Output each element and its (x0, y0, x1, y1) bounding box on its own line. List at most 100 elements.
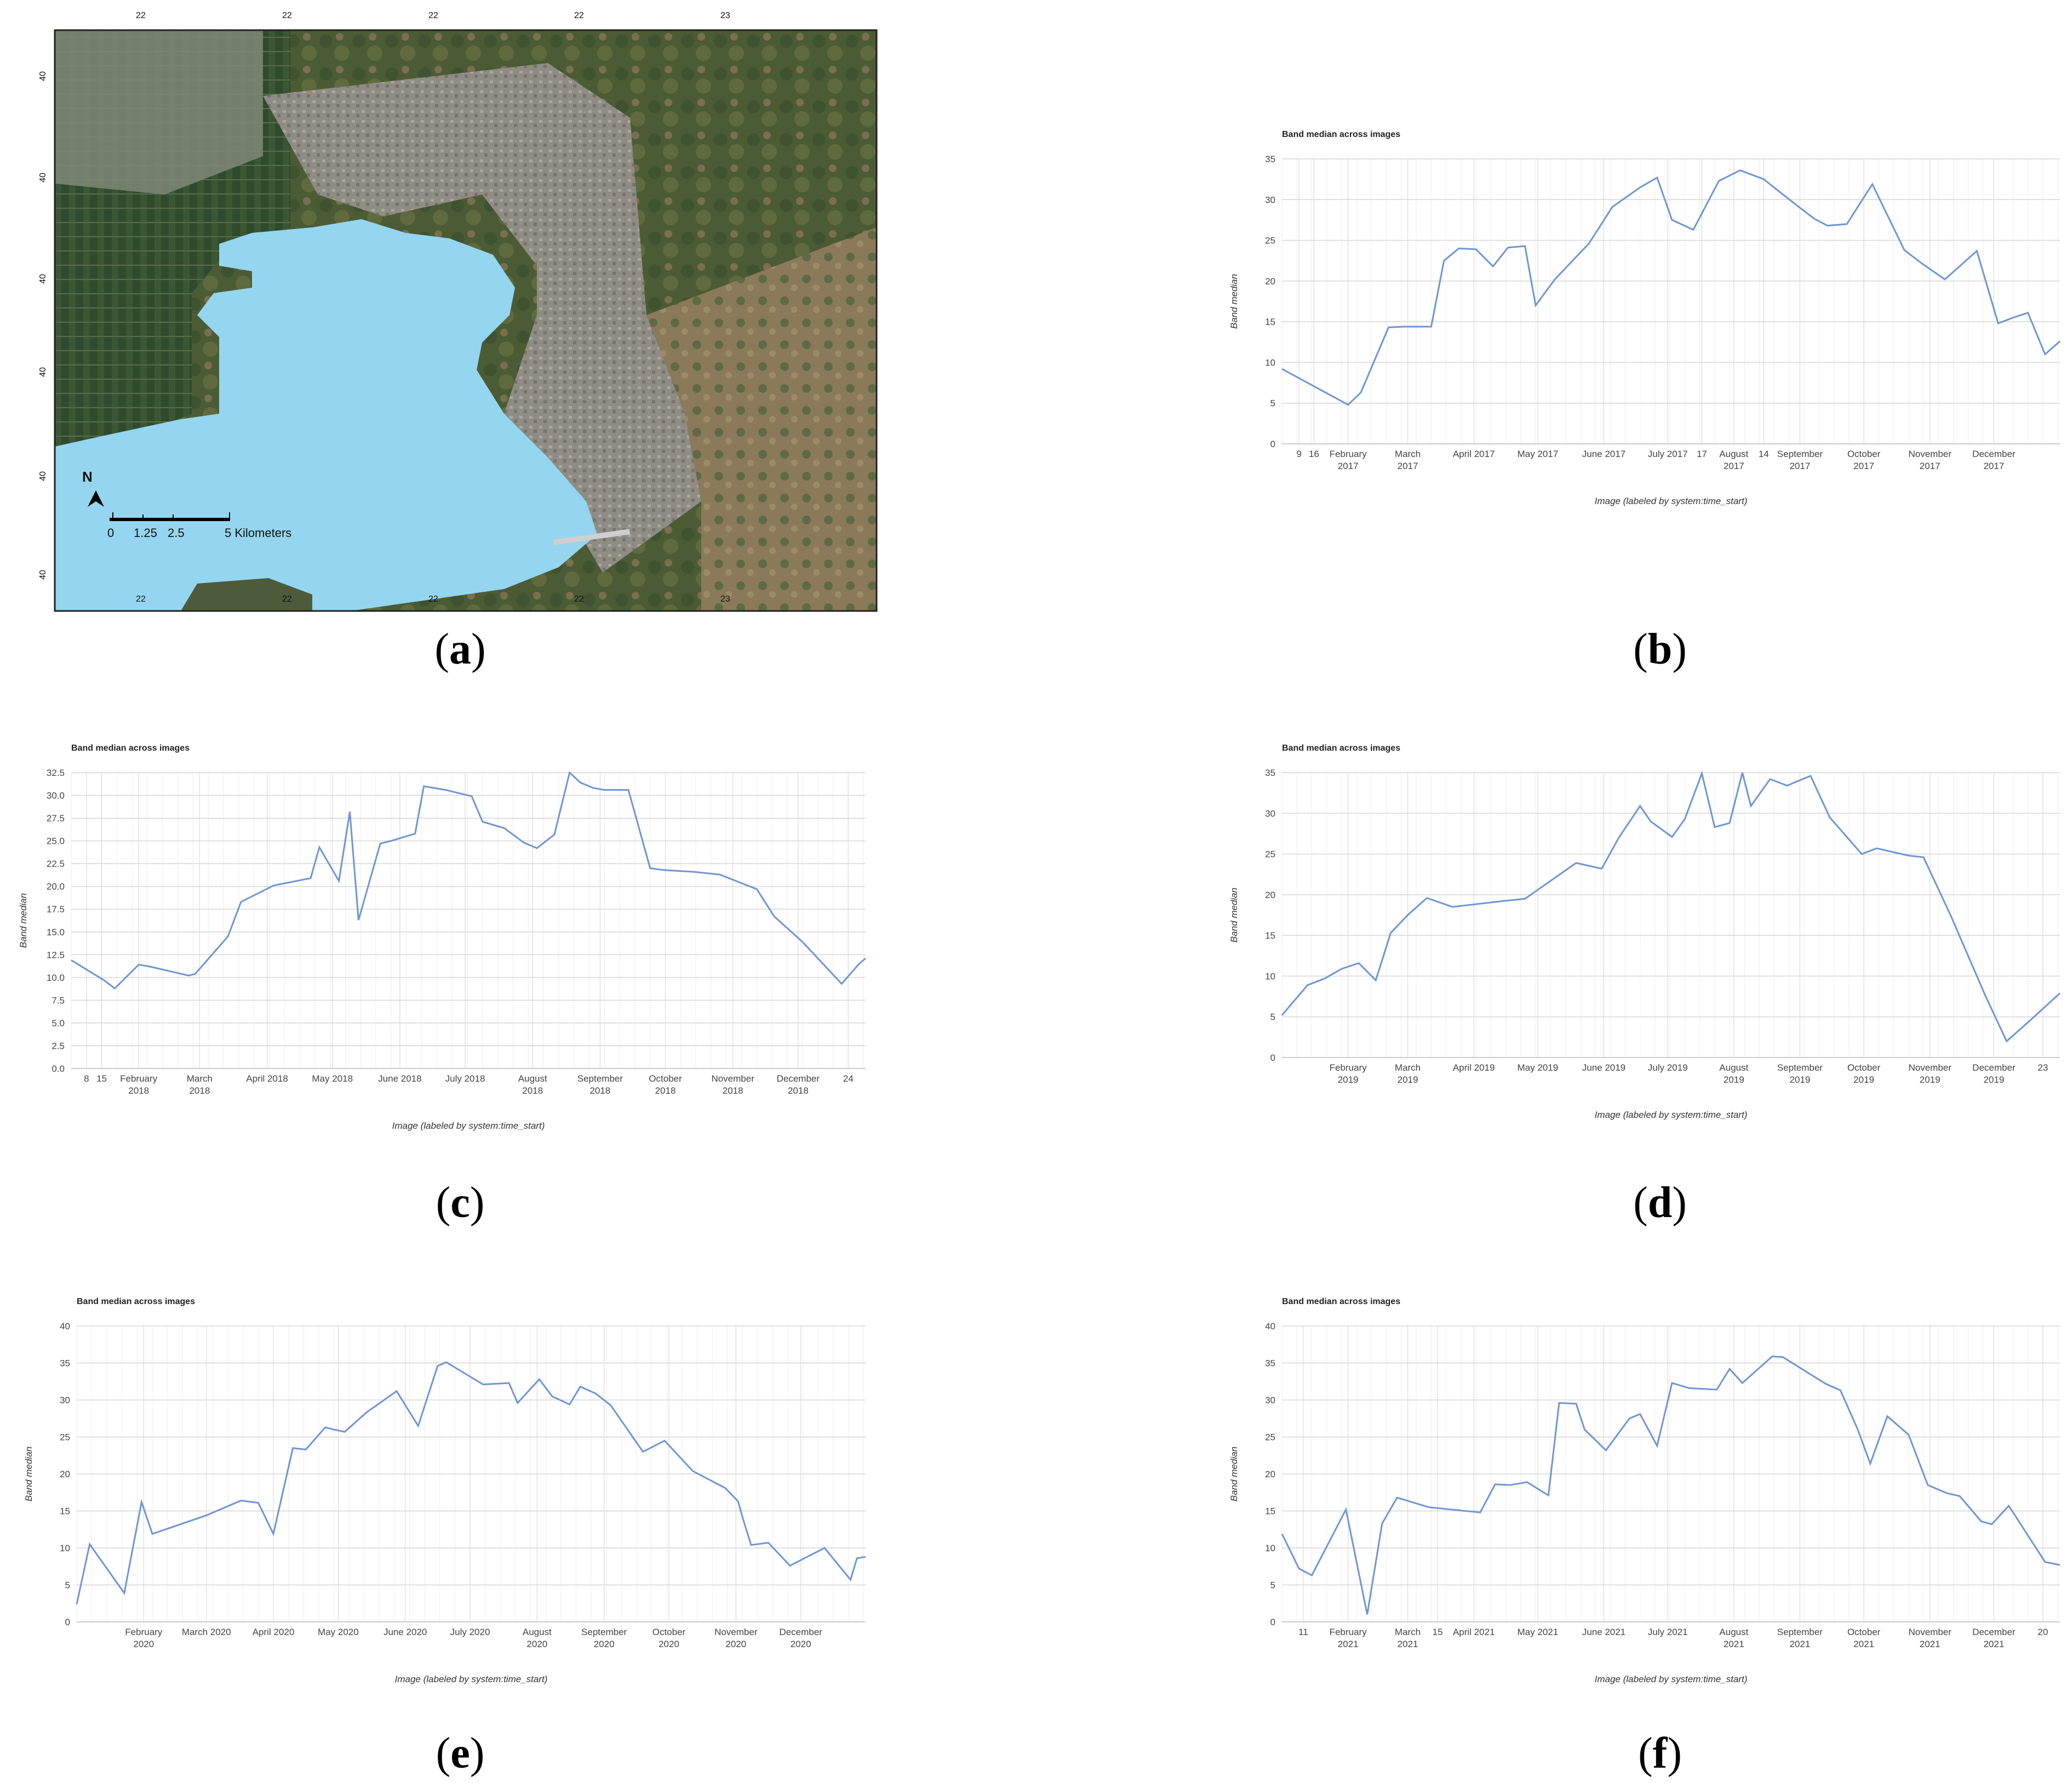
y-tick-label: 0 (1270, 439, 1275, 449)
y-tick-label: 10 (1265, 1543, 1275, 1553)
x-tick-label: September (581, 1627, 627, 1637)
x-axis-label: Image (labeled by system:time_start) (1595, 496, 1748, 506)
y-tick-label: 12.5 (47, 950, 65, 960)
x-tick-label: 20 (2037, 1627, 2048, 1637)
x-tick-label: August (1719, 1627, 1748, 1637)
lon-label-top-1: 22 (136, 11, 146, 20)
chart-f: Band median across images 0 5 10 15 20 25 30 35 4… (1229, 1297, 2060, 1684)
x-tick-label-year: 2021 (1789, 1639, 1810, 1649)
chart-title: Band median across images (1282, 130, 1400, 139)
x-tick-label: October (652, 1627, 686, 1637)
lon-label-top-5: 23 (720, 11, 730, 20)
x-tick-label: November (1908, 1627, 1951, 1637)
caption-c: (c) (436, 1179, 485, 1227)
x-tick-label: July 2018 (445, 1073, 485, 1084)
y-tick-label: 30 (1265, 808, 1275, 819)
caption-d: (d) (1633, 1179, 1687, 1227)
x-tick-label: March 2020 (182, 1627, 231, 1637)
x-tick-label: May 2021 (1518, 1627, 1559, 1637)
y-tick-label: 25 (1265, 236, 1275, 246)
y-tick-label: 20 (60, 1469, 70, 1479)
y-tick-label: 10 (1265, 357, 1275, 368)
x-tick-label-year: 2020 (659, 1639, 679, 1649)
x-tick-label-year: 2019 (1338, 1075, 1359, 1085)
x-tick-label-year: 2020 (594, 1639, 615, 1649)
y-tick-label: 30 (60, 1395, 70, 1405)
x-tick-label-year: 2019 (1789, 1075, 1810, 1085)
x-tick-label-year: 2019 (1398, 1075, 1418, 1085)
x-tick-label-year: 2021 (1724, 1639, 1744, 1649)
x-tick-label: 8 (84, 1073, 89, 1084)
x-tick-label-year: 2017 (1853, 461, 1874, 471)
y-tick-label: 35 (1265, 768, 1275, 778)
x-tick-label: April 2019 (1453, 1062, 1495, 1073)
x-tick-label: December (779, 1627, 822, 1637)
x-tick-label: October (649, 1073, 682, 1084)
y-axis-label: Band median (1229, 1447, 1239, 1501)
y-tick-label: 10 (1265, 971, 1275, 981)
x-tick-label-year: 2017 (1338, 461, 1359, 471)
y-tick-label: 40 (1265, 1321, 1275, 1331)
x-tick-label: September (577, 1073, 623, 1084)
chart-title: Band median across images (1282, 744, 1400, 753)
scale-tick-0: 0 (107, 526, 115, 540)
x-tick-label: August (518, 1073, 547, 1084)
y-tick-label: 0 (1270, 1617, 1275, 1627)
lon-label-top-3: 22 (428, 11, 438, 20)
x-tick-label-year: 2021 (1983, 1639, 2004, 1649)
y-tick-label: 30 (1265, 195, 1275, 205)
x-tick-label: October (1847, 1627, 1881, 1637)
x-axis-label: Image (labeled by system:time_start) (395, 1674, 548, 1684)
x-tick-label: September (1777, 1062, 1823, 1073)
series-line (1281, 169, 2060, 406)
lat-label-6: 40 (38, 570, 48, 580)
x-tick-label: July 2019 (1648, 1062, 1688, 1073)
scale-unit: 5 Kilometers (225, 526, 292, 540)
series-line (76, 1361, 866, 1604)
series-line (71, 771, 866, 990)
x-tick-label: August (1719, 1062, 1748, 1073)
x-tick-label-year: 2018 (589, 1085, 610, 1096)
y-tick-label: 5 (1270, 398, 1275, 409)
lat-label-4: 40 (38, 367, 48, 377)
y-tick-label: 25.0 (47, 836, 65, 847)
lat-label-1: 40 (38, 71, 48, 81)
caption-f: (f) (1638, 1729, 1682, 1778)
x-tick-label: November (714, 1627, 758, 1637)
lat-label-3: 40 (38, 274, 48, 284)
x-tick-label: July 2021 (1648, 1627, 1688, 1637)
y-axis-label: Band median (24, 1447, 34, 1501)
x-tick-label: November (1908, 1062, 1951, 1073)
x-tick-label: May 2017 (1518, 449, 1559, 459)
x-tick-label-year: 2019 (1983, 1075, 2004, 1085)
x-tick-label-year: 2019 (1920, 1075, 1941, 1085)
y-tick-label: 15 (1265, 930, 1275, 941)
y-tick-label: 5 (1270, 1012, 1275, 1022)
x-tick-label: December (1972, 1062, 2016, 1073)
x-tick-label: February (1330, 1627, 1367, 1637)
series-line (1281, 770, 2061, 1043)
x-tick-label-year: 2020 (526, 1639, 547, 1649)
caption-a: (a) (434, 625, 486, 673)
y-tick-label: 5 (65, 1580, 70, 1591)
y-tick-label: 15.0 (47, 927, 65, 938)
x-tick-label: April 2018 (246, 1073, 288, 1084)
x-tick-label-year: 2018 (723, 1085, 743, 1096)
x-tick-label: December (1972, 449, 2016, 459)
lon-label-bottom-3: 22 (428, 595, 438, 604)
chart-title: Band median across images (71, 744, 190, 753)
x-tick-label: December (1972, 1627, 2016, 1637)
x-tick-label: May 2020 (318, 1627, 359, 1637)
x-tick-label: July 2020 (450, 1627, 490, 1637)
chart-e: Band median across images 0 5 10 15 20 25 30 35 4… (24, 1297, 866, 1684)
y-tick-label: 0 (1270, 1053, 1275, 1063)
y-tick-label: 25 (60, 1432, 70, 1443)
x-tick-label: May 2019 (1518, 1062, 1559, 1073)
chart-c: Band median across images 0.0 2.5 5.0 7.5 10.… (18, 744, 866, 1131)
x-tick-label: March (1395, 449, 1421, 459)
lon-label-bottom-1: 22 (136, 595, 146, 604)
x-tick-label: March (1395, 1627, 1421, 1637)
x-tick-label: 11 (1298, 1627, 1308, 1637)
y-tick-label: 17.5 (47, 904, 65, 915)
y-tick-label: 15 (1265, 1506, 1275, 1517)
